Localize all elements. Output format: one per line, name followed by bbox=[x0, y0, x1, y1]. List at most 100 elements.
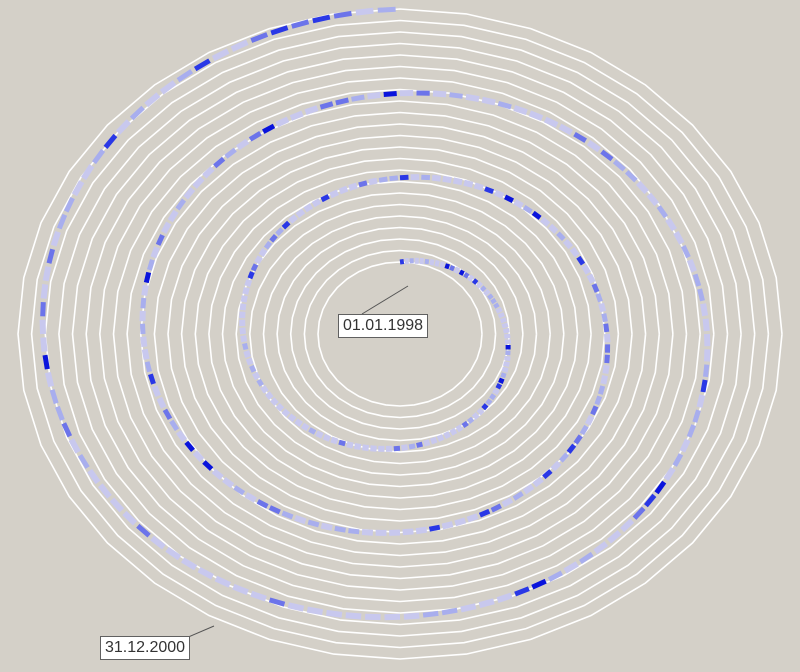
spiral-segment bbox=[654, 480, 667, 495]
spiral-segment bbox=[467, 274, 475, 282]
spiral-segment bbox=[294, 515, 307, 525]
spiral-segment bbox=[240, 295, 248, 303]
spiral-segment bbox=[475, 281, 483, 289]
spiral-segment bbox=[504, 194, 514, 203]
spiral-segment bbox=[496, 592, 513, 603]
spiral-segment bbox=[562, 238, 573, 250]
spiral-track-ring bbox=[303, 249, 497, 419]
spiral-segment bbox=[497, 100, 512, 110]
spiral-segment bbox=[484, 186, 495, 195]
spiral-segment bbox=[702, 318, 710, 332]
spiral-segment bbox=[460, 603, 477, 613]
spiral-segment bbox=[184, 440, 195, 452]
spiral-segment bbox=[289, 110, 304, 121]
spiral-segment bbox=[612, 159, 626, 172]
spiral-segment bbox=[514, 586, 530, 597]
spiral-segment bbox=[329, 189, 340, 199]
spiral-track-ring bbox=[153, 123, 647, 545]
spiral-track-ring bbox=[248, 203, 551, 465]
spiral-segment bbox=[485, 398, 493, 406]
spiral-segment bbox=[68, 438, 81, 454]
spiral-segment bbox=[504, 355, 511, 362]
spiral-segment bbox=[531, 578, 547, 590]
spiral-segment bbox=[50, 230, 61, 247]
spiral-segment bbox=[428, 524, 441, 532]
spiral-track-ring bbox=[98, 77, 701, 591]
spiral-segment bbox=[288, 214, 298, 224]
spiral-segment bbox=[489, 393, 497, 401]
spiral-segment bbox=[147, 259, 155, 271]
spiral-segment bbox=[326, 609, 343, 618]
spiral-segment bbox=[240, 335, 248, 343]
spiral-segment bbox=[268, 505, 281, 515]
spiral-track-ring bbox=[194, 157, 606, 511]
spiral-segment bbox=[465, 93, 480, 103]
spiral-segment bbox=[513, 105, 528, 116]
spiral-segment bbox=[454, 517, 467, 527]
spiral-segment bbox=[254, 255, 263, 265]
spiral-segment bbox=[378, 176, 388, 183]
spiral-segment bbox=[377, 6, 396, 13]
spiral-segment bbox=[598, 302, 607, 313]
spiral-segment bbox=[304, 105, 319, 116]
spiral-segment bbox=[144, 361, 153, 373]
spiral-segment bbox=[252, 371, 261, 381]
spiral-segment bbox=[348, 182, 358, 191]
spiral-segment bbox=[602, 364, 610, 375]
spiral-segment bbox=[563, 561, 579, 574]
spiral-segment bbox=[97, 483, 112, 499]
spiral-segment bbox=[262, 123, 276, 134]
spiral-segment bbox=[501, 366, 509, 373]
spiral-segment bbox=[422, 610, 439, 618]
spiral-segment bbox=[281, 510, 294, 520]
spiral-segment bbox=[700, 379, 708, 393]
spiral-segment bbox=[233, 485, 246, 496]
spiral-segment bbox=[239, 327, 246, 335]
spiral-segment bbox=[306, 606, 324, 616]
spiral-segment bbox=[264, 391, 274, 400]
spiral-segment bbox=[600, 374, 608, 385]
spiral-segment bbox=[250, 590, 267, 602]
spiral-segment bbox=[243, 350, 251, 358]
spiral-segment bbox=[493, 189, 505, 199]
spiral-segment bbox=[441, 521, 454, 530]
spiral-segment bbox=[471, 412, 480, 421]
spiral-segment bbox=[248, 131, 262, 142]
spiral-segment bbox=[77, 453, 90, 469]
spiral-segment bbox=[403, 612, 420, 620]
spiral-segment bbox=[504, 333, 511, 339]
spiral-segment bbox=[358, 180, 368, 188]
spiral-segment bbox=[348, 528, 360, 535]
spiral-segment bbox=[581, 264, 591, 275]
spiral-segment bbox=[692, 273, 702, 287]
spiral-segment bbox=[595, 292, 603, 303]
spiral-segment bbox=[303, 203, 314, 213]
spiral-segment bbox=[268, 597, 286, 607]
spiral-segment bbox=[202, 460, 214, 471]
spiral-segment bbox=[490, 297, 497, 305]
spiral-track-ring bbox=[167, 134, 633, 534]
spiral-segment bbox=[703, 364, 710, 378]
spiral-segment bbox=[334, 525, 347, 533]
spiral-segment bbox=[122, 510, 138, 526]
spiral-segment bbox=[129, 105, 145, 121]
spiral-segment bbox=[300, 422, 310, 432]
spiral-segment bbox=[269, 233, 278, 243]
spiral-segment bbox=[498, 377, 505, 384]
spiral-segment bbox=[692, 409, 701, 423]
spiral-segment bbox=[566, 443, 577, 454]
spiral-segment bbox=[543, 116, 559, 128]
spiral-segment bbox=[42, 354, 50, 370]
spiral-segment bbox=[103, 133, 118, 149]
spiral-segment bbox=[401, 444, 408, 451]
spiral-segment bbox=[338, 185, 349, 195]
spiral-track-ring bbox=[71, 54, 729, 614]
spiral-segment bbox=[501, 322, 509, 329]
spiral-segment bbox=[312, 14, 331, 24]
spiral-segment bbox=[91, 148, 106, 165]
spiral-segment bbox=[275, 227, 284, 236]
spiral-segment bbox=[513, 199, 524, 209]
spiral-segment bbox=[239, 303, 247, 311]
spiral-segment bbox=[294, 418, 303, 427]
